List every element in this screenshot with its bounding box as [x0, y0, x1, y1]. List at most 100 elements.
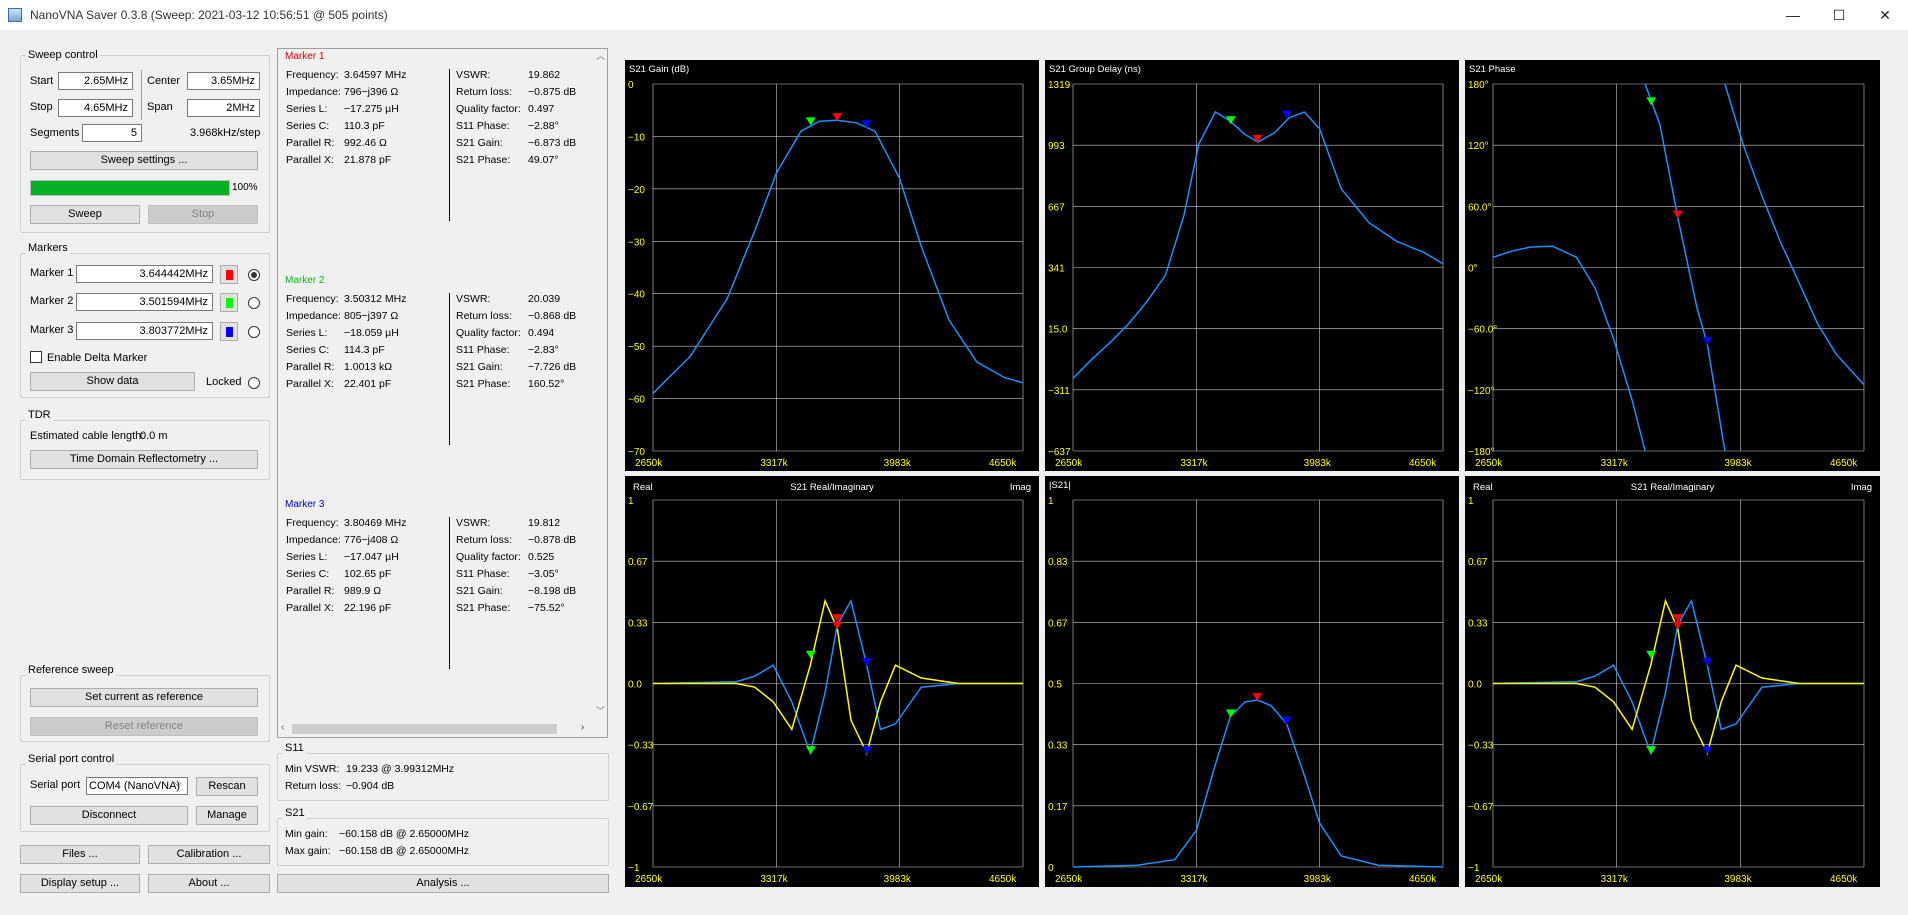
marker-triangle [861, 746, 872, 755]
y-tick-label: −180° [1468, 447, 1495, 458]
marker-2-color-button[interactable] [220, 293, 238, 312]
marker-1-input[interactable]: 3.644442MHz [76, 265, 213, 283]
s21-magnitude-chart[interactable]: 2650k 3317k 3983k 4650k 1 0.83 0.67 0.5 0.33 0.17… [1045, 476, 1459, 887]
marker-details-title: Marker 1 [285, 51, 325, 62]
sweep-settings-button[interactable]: Sweep settings ... [30, 151, 258, 170]
scroll-down-icon[interactable]: ﹀ [596, 706, 606, 716]
about-button[interactable]: About ... [148, 874, 270, 893]
y-tick-label: 1 [1468, 496, 1474, 507]
center-input[interactable]: 3.65MHz [187, 72, 260, 90]
locked-label: Locked [206, 376, 242, 388]
center-label: Center [147, 75, 181, 87]
delta-marker-checkbox[interactable] [30, 351, 42, 363]
s21-phase-chart[interactable]: 2650k 3317k 3983k 4650k 180° 120° 60.0° 0° −60.0… [1465, 60, 1880, 471]
marker-left-label: Frequency: [286, 517, 339, 529]
x-tick-label: 4650k [1409, 874, 1437, 885]
marker-triangle [1252, 134, 1263, 143]
y-tick-label: −20 [628, 185, 645, 196]
disconnect-button[interactable]: Disconnect [30, 806, 188, 825]
s21-real-imag-chart[interactable]: 2650k 3317k 3983k 4650k 1 0.67 0.33 0.0 −0.33 −0.… [625, 476, 1039, 887]
marker-right-value: −6.873 dB [528, 137, 577, 149]
start-input[interactable]: 2.65MHz [58, 72, 133, 90]
marker-3-radio[interactable] [248, 326, 260, 338]
marker-triangle [1702, 336, 1713, 345]
chart-title: S21 Real/Imaginary [1630, 482, 1715, 493]
app-icon [8, 8, 22, 22]
marker-details-panel[interactable]: Marker 1 Frequency: 3.64597 MHz Impedance: 7… [277, 48, 608, 738]
marker-1-radio[interactable] [248, 269, 260, 281]
y-tick-label: 120° [1468, 141, 1489, 152]
marker-right-value: −8.198 dB [528, 585, 577, 597]
segments-input[interactable]: 5 [82, 124, 142, 142]
scroll-up-icon[interactable]: ︿ [596, 51, 606, 61]
marker-right-value: 19.812 [528, 517, 561, 529]
files-button[interactable]: Files ... [20, 845, 140, 864]
s21-gain-chart[interactable]: 2650k 3317k 3983k 4650k 0 −10 −20 −30 −40 −50 −60 −… [625, 60, 1039, 471]
set-reference-button[interactable]: Set current as reference [30, 688, 258, 707]
horizontal-scrollbar[interactable]: ‹ › [278, 721, 594, 737]
tdr-group [20, 420, 270, 480]
locked-radio[interactable] [248, 377, 260, 389]
marker-2-label: Marker 2 [30, 295, 74, 307]
x-tick-label: 3983k [1304, 458, 1332, 469]
marker-right-label: S21 Gain: [456, 585, 503, 597]
marker-left-label: Parallel X: [286, 602, 334, 614]
marker-triangle [861, 119, 872, 128]
marker-triangle [1252, 693, 1263, 702]
marker-1-color-button[interactable] [220, 265, 238, 284]
marker-2-input[interactable]: 3.501594MHz [76, 293, 213, 311]
span-input[interactable]: 2MHz [187, 99, 260, 117]
marker-right-label: Quality factor: [456, 551, 521, 563]
x-tick-label: 4650k [1830, 458, 1858, 469]
stop-input[interactable]: 4.65MHz [58, 99, 133, 117]
marker-1-color-swatch [226, 270, 233, 280]
chart-title: S21 Real/Imaginary [790, 482, 874, 493]
tdr-title: TDR [26, 409, 53, 421]
calibration-button[interactable]: Calibration ... [148, 845, 270, 864]
sweep-control-group [20, 55, 270, 233]
marker-left-label: Parallel R: [286, 361, 335, 373]
maximize-button[interactable]: ☐ [1832, 6, 1846, 23]
marker-triangle [1225, 116, 1236, 125]
analysis-button[interactable]: Analysis ... [277, 874, 609, 893]
display-setup-button[interactable]: Display setup ... [20, 874, 140, 893]
x-tick-label: 2650k [1475, 874, 1503, 885]
chart-title: S21 Phase [1469, 64, 1516, 75]
scroll-left-icon[interactable]: ‹ [281, 722, 285, 733]
s21-real-imag-chart-2[interactable]: 2650k 3317k 3983k 4650k 1 0.67 0.33 0.0 −0.33 −0.… [1465, 476, 1880, 887]
reset-reference-button[interactable]: Reset reference [30, 717, 258, 736]
rescan-button[interactable]: Rescan [196, 777, 258, 796]
chart-svg: 2650k 3317k 3983k 4650k 1 0.67 0.33 0.0 −0.33 −0.… [628, 496, 1024, 885]
minimize-button[interactable]: — [1786, 7, 1800, 23]
x-tick-label: 3983k [1724, 458, 1752, 469]
x-tick-label: 4650k [989, 874, 1017, 885]
s21-summary-group [277, 818, 609, 866]
scrollbar-thumb[interactable] [292, 724, 557, 734]
scroll-right-icon[interactable]: › [581, 722, 585, 733]
vertical-scrollbar[interactable]: ︿ ﹀ [593, 49, 607, 737]
step-readout: 3.968kHz/step [190, 127, 261, 139]
marker-3-input[interactable]: 3.803772MHz [76, 322, 213, 340]
marker-details-title: Marker 2 [285, 275, 325, 286]
manage-button[interactable]: Manage [196, 806, 258, 825]
y-tick-label: 15.0 [1048, 325, 1068, 336]
marker-left-label: Series L: [286, 327, 328, 339]
marker-right-value: 19.862 [528, 69, 561, 81]
close-button[interactable]: ✕ [1879, 6, 1891, 23]
marker-right-label: S11 Phase: [456, 344, 510, 356]
marker-2-radio[interactable] [248, 297, 260, 309]
stop-button[interactable]: Stop [148, 205, 258, 224]
tdr-button[interactable]: Time Domain Reflectometry ... [30, 450, 258, 469]
y-tick-label: −1 [1468, 863, 1480, 874]
marker-left-value: 21.878 pF [344, 154, 392, 166]
show-data-button[interactable]: Show data [30, 372, 195, 391]
marker-right-value: −0.875 dB [528, 86, 577, 98]
marker-triangle [1672, 210, 1683, 219]
y-tick-label: 0 [1048, 863, 1054, 874]
s21-group-delay-chart[interactable]: 2650k 3317k 3983k 4650k 1319 993 667 341 15.0 −31… [1045, 60, 1459, 471]
serial-port-label: Serial port [30, 779, 81, 791]
chart-title: S21 Group Delay (ns) [1049, 64, 1141, 75]
serial-port-select[interactable]: COM4 (NanoVNA) [86, 777, 188, 795]
sweep-button[interactable]: Sweep [30, 205, 140, 224]
marker-3-color-button[interactable] [220, 322, 238, 341]
